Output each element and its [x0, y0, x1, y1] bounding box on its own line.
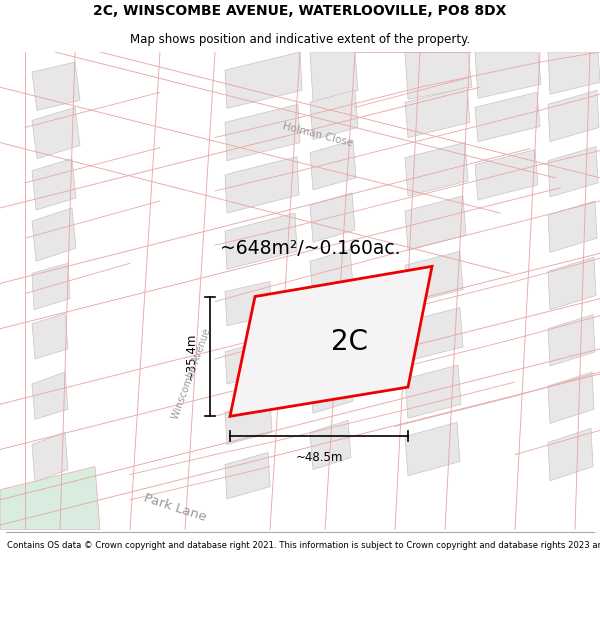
- Polygon shape: [310, 249, 353, 298]
- Polygon shape: [32, 208, 76, 261]
- Polygon shape: [225, 52, 302, 108]
- Polygon shape: [405, 196, 466, 250]
- Polygon shape: [32, 372, 68, 419]
- Polygon shape: [475, 92, 540, 141]
- Polygon shape: [32, 107, 80, 159]
- Polygon shape: [548, 90, 599, 141]
- Polygon shape: [548, 52, 600, 94]
- Polygon shape: [32, 62, 80, 111]
- Polygon shape: [405, 251, 463, 304]
- Text: ~48.5m: ~48.5m: [295, 451, 343, 464]
- Polygon shape: [405, 308, 463, 361]
- Text: ~648m²/~0.160ac.: ~648m²/~0.160ac.: [220, 239, 400, 258]
- Polygon shape: [475, 149, 538, 200]
- Polygon shape: [230, 266, 432, 416]
- Polygon shape: [310, 193, 355, 242]
- Polygon shape: [310, 307, 353, 356]
- Polygon shape: [225, 281, 272, 326]
- Polygon shape: [405, 142, 468, 196]
- Polygon shape: [310, 141, 356, 190]
- Text: Holman Close: Holman Close: [282, 121, 354, 148]
- Polygon shape: [310, 90, 358, 139]
- Polygon shape: [225, 157, 299, 213]
- Polygon shape: [548, 201, 597, 252]
- Polygon shape: [32, 263, 70, 309]
- Polygon shape: [32, 432, 68, 482]
- Polygon shape: [0, 467, 100, 530]
- Polygon shape: [548, 147, 598, 197]
- Polygon shape: [405, 52, 472, 99]
- Polygon shape: [405, 365, 461, 418]
- Polygon shape: [548, 258, 596, 309]
- Polygon shape: [225, 213, 297, 269]
- Text: ~35.4m: ~35.4m: [185, 332, 198, 380]
- Polygon shape: [475, 52, 541, 98]
- Text: 2C, WINSCOMBE AVENUE, WATERLOOVILLE, PO8 8DX: 2C, WINSCOMBE AVENUE, WATERLOOVILLE, PO8…: [94, 4, 506, 19]
- Polygon shape: [225, 104, 300, 161]
- Polygon shape: [310, 364, 353, 413]
- Text: Contains OS data © Crown copyright and database right 2021. This information is : Contains OS data © Crown copyright and d…: [7, 541, 600, 551]
- Polygon shape: [548, 314, 595, 366]
- Polygon shape: [548, 372, 594, 423]
- Text: 2C: 2C: [331, 328, 368, 356]
- Polygon shape: [225, 452, 270, 499]
- Polygon shape: [405, 422, 460, 476]
- Polygon shape: [405, 88, 470, 138]
- Text: Park Lane: Park Lane: [142, 492, 208, 524]
- Polygon shape: [548, 428, 593, 481]
- Polygon shape: [310, 52, 358, 102]
- Polygon shape: [32, 314, 68, 359]
- Text: Map shows position and indicative extent of the property.: Map shows position and indicative extent…: [130, 32, 470, 46]
- Polygon shape: [310, 420, 351, 469]
- Text: Winscombe Avenue: Winscombe Avenue: [171, 328, 213, 421]
- Polygon shape: [225, 339, 272, 384]
- Polygon shape: [225, 399, 272, 444]
- Polygon shape: [32, 159, 76, 210]
